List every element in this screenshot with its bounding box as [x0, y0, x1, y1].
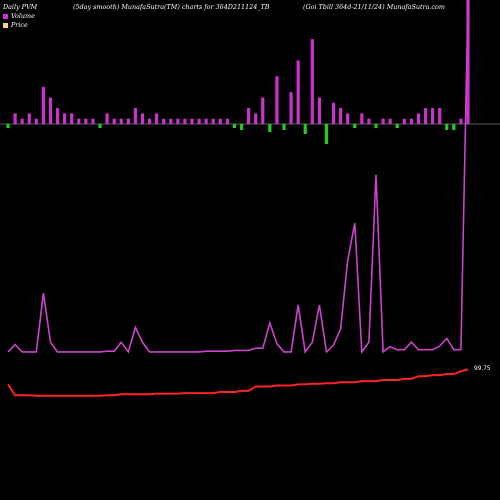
volume-bar: [247, 108, 251, 124]
volume-bar: [310, 39, 314, 125]
chart-title: (5day smooth) MunafaSutra(TM) charts for…: [73, 3, 270, 11]
volume-bar: [20, 118, 24, 124]
volume-bar: [409, 118, 413, 124]
volume-bar: [275, 76, 279, 124]
volume-bar: [339, 108, 343, 124]
volume-bar: [303, 124, 307, 134]
volume-bar: [204, 118, 208, 124]
volume-bar: [381, 118, 385, 124]
volume-bar: [261, 97, 265, 124]
volume-bar: [423, 108, 428, 124]
volume-swatch: [3, 13, 8, 19]
volume-bar: [445, 124, 449, 130]
legend-volume-label: Volume: [11, 12, 35, 20]
volume-bar: [431, 108, 435, 124]
chart-type-label: Daily PVM: [3, 3, 38, 11]
volume-bar: [346, 113, 350, 124]
volume-bar: [48, 97, 53, 124]
volume-bar: [466, 0, 470, 124]
volume-bar: [6, 124, 10, 128]
last-price-label: 99.75: [474, 366, 491, 372]
volume-bar: [119, 118, 123, 124]
volume-bar: [282, 124, 286, 130]
volume-bar: [331, 102, 336, 124]
volume-bar: [239, 124, 244, 130]
volume-bar: [218, 118, 222, 124]
price-swatch: [3, 22, 8, 28]
pvm-line: [7, 0, 469, 355]
volume-bar: [13, 113, 17, 124]
volume-bar: [126, 118, 130, 124]
volume-bar: [268, 124, 272, 132]
volume-bar: [155, 113, 159, 124]
volume-bar: [55, 108, 60, 124]
volume-bar: [452, 124, 456, 130]
instrument-name: (Goi Tbill 364d-21/11/24) MunafaSutra.co…: [303, 3, 445, 11]
volume-bar: [91, 118, 95, 124]
legend-price: Price: [3, 21, 28, 29]
volume-bar: [112, 118, 116, 124]
volume-bar: [63, 113, 67, 124]
volume-bar: [190, 118, 194, 124]
volume-bar: [374, 124, 378, 128]
volume-bar: [289, 92, 293, 124]
volume-bar: [296, 60, 300, 124]
volume-bar: [34, 118, 38, 124]
volume-bar: [232, 124, 237, 128]
volume-bar: [211, 118, 215, 124]
volume-bar: [140, 113, 145, 124]
volume-bar: [176, 118, 180, 124]
volume-bar: [98, 124, 102, 128]
volume-bar: [183, 118, 187, 124]
volume-bar: [360, 113, 364, 124]
volume-bar: [147, 118, 152, 124]
volume-bar: [169, 118, 173, 124]
volume-bar: [317, 97, 321, 124]
volume-bar: [438, 108, 442, 124]
volume-bar: [70, 113, 74, 124]
volume-bar: [105, 113, 109, 124]
volume-bar: [416, 113, 421, 124]
volume-bar: [41, 86, 45, 124]
legend-price-label: Price: [11, 21, 28, 29]
volume-bar: [162, 118, 166, 124]
legend-volume: Volume: [3, 12, 35, 20]
volume-bar: [388, 118, 392, 124]
volume-bar: [324, 124, 329, 144]
volume-bar: [402, 118, 406, 124]
volume-bar: [254, 113, 258, 124]
volume-bar: [27, 113, 31, 124]
volume-bar: [225, 118, 229, 124]
price-line: [7, 368, 469, 397]
volume-bar: [77, 118, 81, 124]
volume-bar: [197, 118, 201, 124]
volume-bar: [84, 118, 88, 124]
volume-bar: [133, 108, 137, 124]
volume-bar: [367, 118, 371, 124]
volume-bar: [395, 124, 399, 128]
volume-bar: [353, 124, 357, 128]
volume-bar: [459, 118, 463, 124]
